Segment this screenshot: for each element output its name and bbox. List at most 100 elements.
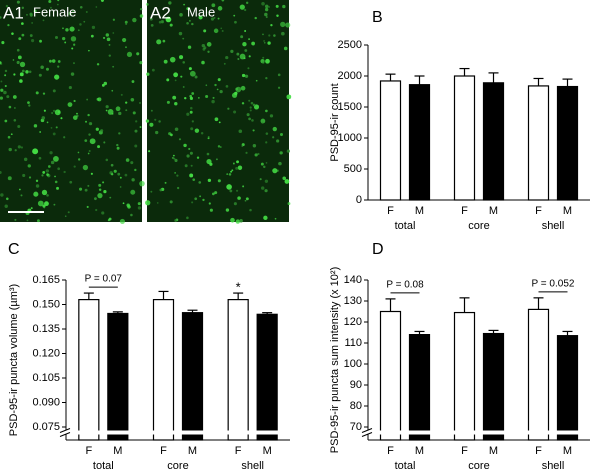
panel-label: D bbox=[372, 241, 384, 258]
puncta bbox=[248, 38, 250, 40]
puncta bbox=[280, 21, 286, 28]
puncta bbox=[4, 204, 8, 208]
puncta bbox=[0, 96, 4, 100]
puncta bbox=[55, 126, 58, 129]
puncta bbox=[57, 167, 61, 171]
puncta bbox=[79, 23, 82, 26]
puncta bbox=[158, 120, 161, 123]
puncta bbox=[190, 106, 193, 110]
bar bbox=[379, 310, 402, 441]
panel-label: A1 bbox=[3, 3, 24, 22]
p-value: P = 0.07 bbox=[85, 274, 123, 285]
puncta bbox=[38, 156, 42, 160]
puncta bbox=[199, 195, 202, 198]
puncta bbox=[20, 194, 23, 197]
puncta bbox=[254, 16, 257, 20]
puncta bbox=[190, 127, 194, 131]
y-tick-label: 0.150 bbox=[32, 298, 60, 310]
puncta bbox=[284, 179, 290, 184]
puncta bbox=[214, 83, 217, 87]
puncta bbox=[196, 156, 200, 159]
axis-break-mark bbox=[59, 432, 71, 437]
puncta bbox=[13, 107, 16, 109]
x-tick-label: F bbox=[160, 445, 167, 457]
puncta bbox=[248, 99, 251, 102]
puncta bbox=[112, 65, 115, 68]
puncta bbox=[232, 162, 235, 165]
puncta bbox=[113, 169, 117, 173]
puncta bbox=[95, 127, 99, 131]
puncta bbox=[283, 46, 288, 51]
puncta bbox=[51, 59, 56, 63]
puncta bbox=[31, 22, 34, 24]
puncta bbox=[174, 127, 179, 132]
puncta bbox=[213, 16, 216, 19]
puncta bbox=[263, 41, 266, 44]
puncta bbox=[243, 57, 246, 60]
puncta bbox=[213, 28, 219, 34]
puncta bbox=[263, 40, 265, 42]
puncta bbox=[86, 205, 89, 208]
puncta bbox=[214, 191, 218, 195]
puncta bbox=[218, 121, 221, 124]
puncta bbox=[116, 143, 119, 147]
puncta bbox=[194, 75, 198, 79]
puncta bbox=[237, 196, 241, 200]
puncta bbox=[207, 50, 210, 53]
puncta bbox=[251, 41, 256, 46]
puncta bbox=[117, 172, 121, 176]
puncta bbox=[135, 120, 138, 123]
puncta bbox=[272, 136, 275, 139]
puncta bbox=[45, 169, 50, 173]
puncta bbox=[191, 201, 194, 204]
puncta bbox=[30, 207, 33, 210]
puncta bbox=[102, 181, 105, 184]
puncta bbox=[145, 119, 150, 123]
x-tick-label: M bbox=[263, 445, 272, 457]
puncta bbox=[221, 29, 224, 32]
puncta bbox=[139, 61, 143, 65]
puncta bbox=[6, 95, 10, 99]
puncta bbox=[67, 102, 73, 108]
puncta bbox=[16, 0, 20, 4]
puncta bbox=[184, 164, 188, 168]
puncta bbox=[84, 139, 88, 142]
puncta bbox=[21, 6, 25, 10]
puncta bbox=[194, 197, 198, 201]
puncta bbox=[221, 0, 225, 2]
puncta bbox=[208, 202, 211, 205]
puncta bbox=[1, 41, 5, 45]
puncta bbox=[217, 145, 221, 148]
puncta bbox=[244, 30, 247, 32]
puncta bbox=[13, 118, 17, 122]
y-tick-label: 0.090 bbox=[32, 396, 60, 408]
puncta bbox=[54, 175, 56, 178]
panel-label: A2 bbox=[150, 3, 171, 22]
puncta bbox=[194, 128, 200, 133]
puncta bbox=[225, 208, 230, 212]
puncta bbox=[137, 202, 141, 206]
puncta bbox=[210, 17, 215, 21]
puncta bbox=[52, 132, 56, 136]
puncta bbox=[150, 109, 153, 112]
puncta bbox=[262, 33, 264, 36]
x-tick-label: M bbox=[113, 445, 122, 457]
puncta bbox=[10, 133, 13, 136]
puncta bbox=[120, 93, 123, 96]
puncta bbox=[79, 5, 83, 9]
puncta bbox=[31, 39, 35, 43]
puncta bbox=[125, 158, 130, 162]
puncta bbox=[19, 79, 23, 83]
y-tick-label: 1500 bbox=[338, 101, 362, 113]
puncta bbox=[37, 200, 44, 207]
puncta bbox=[101, 211, 105, 215]
x-tick-label: F bbox=[235, 445, 242, 457]
puncta bbox=[156, 39, 162, 45]
puncta bbox=[28, 104, 31, 107]
puncta bbox=[112, 32, 115, 34]
y-tick-label: 0.075 bbox=[32, 421, 60, 433]
puncta bbox=[244, 8, 247, 12]
puncta bbox=[151, 68, 155, 72]
puncta bbox=[72, 10, 75, 13]
bar bbox=[453, 75, 476, 201]
